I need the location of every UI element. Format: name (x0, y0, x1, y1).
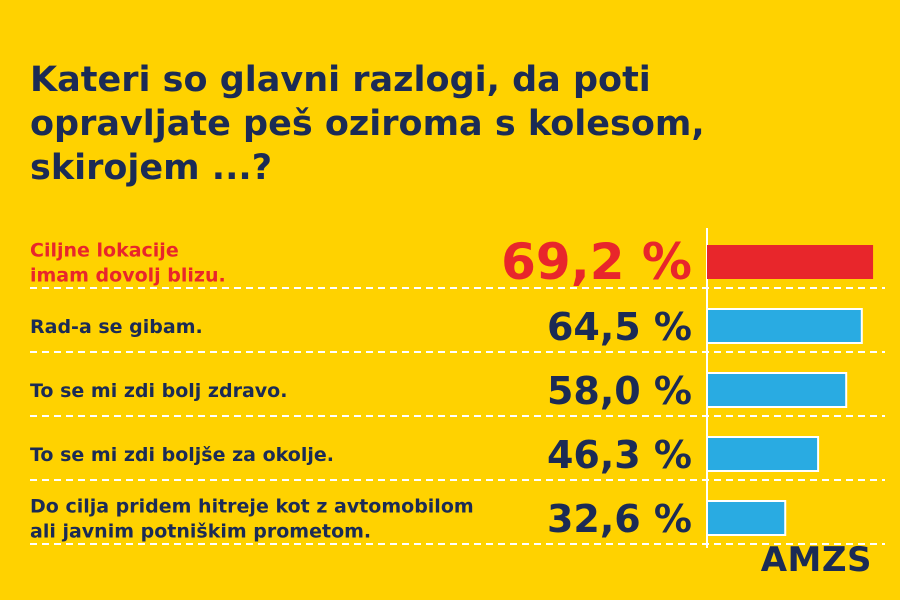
bar-4 (706, 436, 820, 472)
category-label-1-line-2: imam dovolj blizu. (30, 265, 226, 287)
chart-title: Kateri so glavni razlogi, da poti opravl… (30, 60, 705, 188)
category-label-2: Rad-a se gibam. (30, 316, 203, 338)
category-label-4: To se mi zdi boljše za okolje. (30, 444, 334, 466)
brand-logo: AMZS (760, 540, 872, 580)
category-label-3: To se mi zdi bolj zdravo. (30, 380, 287, 402)
bar-3 (706, 372, 848, 408)
value-label-5: 32,6 % (547, 497, 692, 541)
value-label-2: 64,5 % (547, 305, 692, 349)
category-label-5-line-2: ali javnim potniškim prometom. (30, 521, 371, 543)
value-label-3: 58,0 % (547, 369, 692, 413)
category-label-1-line-1: Ciljne lokacije (30, 240, 179, 262)
bar-2 (706, 308, 863, 344)
value-label-4: 46,3 % (547, 433, 692, 477)
category-label-5-line-1: Do cilja pridem hitreje kot z avtomobilo… (30, 496, 474, 518)
value-label-1: 69,2 % (501, 233, 692, 291)
bar-5 (706, 500, 787, 536)
bar-1 (707, 245, 874, 279)
